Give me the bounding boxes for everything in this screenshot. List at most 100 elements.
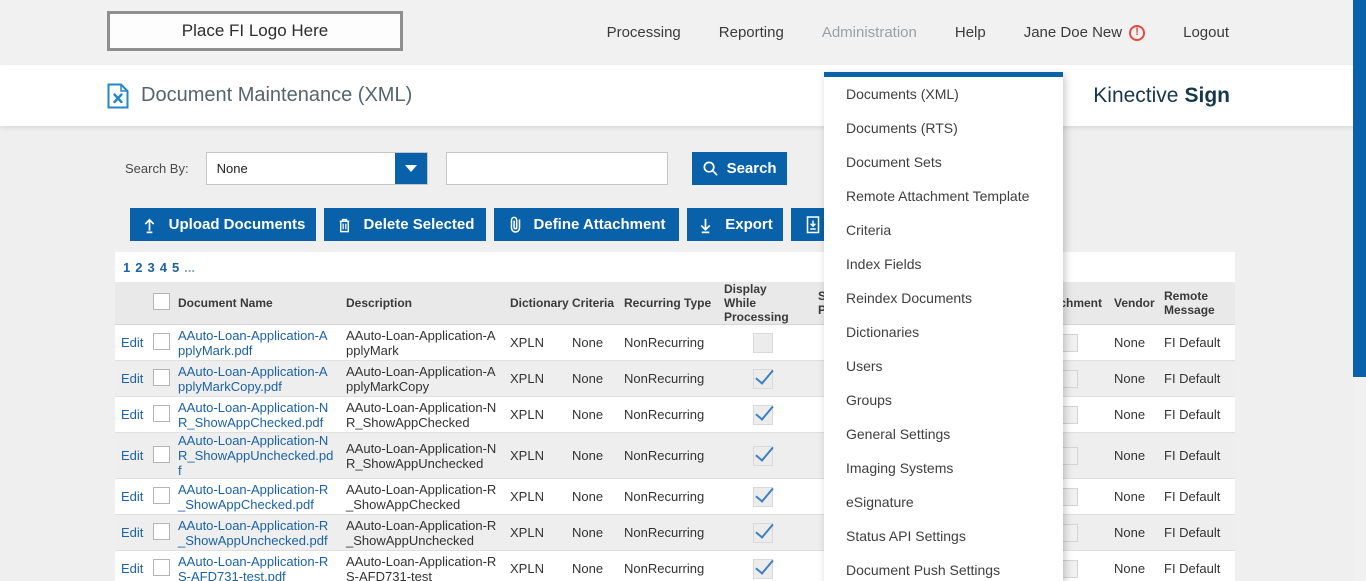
edit-link[interactable]: Edit (121, 561, 144, 577)
alert-icon: ! (1129, 24, 1146, 41)
menu-item-imaging-systems[interactable]: Imaging Systems (846, 460, 954, 476)
header-remote-message: Remote Message (1158, 282, 1235, 325)
table-row: Edit AAuto-Loan-Application-NR_ShowAppUnc… (115, 432, 1235, 479)
search-button[interactable]: Search (691, 152, 787, 185)
fi-logo-text: Place FI Logo Here (181, 21, 329, 40)
document-name-link[interactable]: AAuto-Loan-Application-ApplyMarkCopy.pdf (178, 363, 328, 394)
menu-item-general-settings[interactable]: General Settings (846, 426, 951, 442)
nav-processing[interactable]: Processing (606, 24, 681, 41)
menu-item-esignature[interactable]: eSignature (846, 494, 914, 510)
display-while-processing-checkbox (753, 558, 773, 579)
search-input[interactable] (445, 152, 668, 185)
display-while-processing-checkbox (753, 404, 773, 425)
define-attachment-button[interactable]: Define Attachment (494, 208, 679, 241)
upload-documents-button[interactable]: Upload Documents (130, 208, 316, 241)
edit-link[interactable]: Edit (121, 335, 144, 350)
menu-item-documents-rts[interactable]: Documents (RTS) (846, 120, 958, 136)
description-cell: AAuto-Loan-Application-RS-AFD731-test (346, 553, 497, 581)
page-link-2[interactable]: 2 (135, 259, 143, 275)
row-checkbox[interactable] (153, 445, 170, 463)
document-name-link[interactable]: AAuto-Loan-Application-RS-AFD731-test.pd… (178, 553, 329, 581)
page-link-5[interactable]: 5 (171, 259, 180, 275)
dictionary-cell: XPLN (510, 371, 544, 386)
edit-link[interactable]: Edit (121, 371, 144, 386)
row-checkbox[interactable] (153, 332, 170, 350)
page-link-1[interactable]: 1 (123, 259, 131, 275)
display-while-processing-checkbox (753, 486, 773, 507)
main-nav: Processing Reporting Administration Help… (607, 0, 1229, 65)
header-description: Description (340, 282, 504, 325)
select-all-checkbox[interactable] (153, 293, 170, 310)
document-name-link[interactable]: AAuto-Loan-Application-R_ShowAppUnchecke… (178, 517, 329, 548)
row-checkbox[interactable] (153, 558, 170, 576)
dictionary-cell: XPLN (510, 448, 544, 463)
document-name-link[interactable]: AAuto-Loan-Application-R_ShowAppChecked.… (178, 481, 329, 512)
dictionary-cell: XPLN (510, 407, 544, 422)
documents-table: Document Name Description Dictionary Cri… (115, 282, 1235, 581)
menu-item-criteria[interactable]: Criteria (846, 222, 892, 238)
page-link-4[interactable]: 4 (159, 259, 167, 275)
search-icon (703, 161, 718, 176)
scrollbar-thumb[interactable] (1353, 0, 1366, 377)
pagination-ellipsis[interactable]: ... (184, 259, 196, 275)
menu-item-documents-xml[interactable]: Documents (XML) (846, 86, 959, 102)
header-document-name: Document Name (172, 282, 340, 325)
dictionary-cell: XPLN (510, 335, 544, 350)
nav-logout[interactable]: Logout (1183, 24, 1229, 41)
document-name-link[interactable]: AAuto-Loan-Application-ApplyMark.pdf (178, 327, 328, 358)
trash-icon (339, 218, 349, 232)
vendor-cell: None (1114, 525, 1146, 540)
menu-item-reindex-documents[interactable]: Reindex Documents (846, 290, 973, 306)
menu-item-groups[interactable]: Groups (846, 392, 892, 408)
document-name-link[interactable]: AAuto-Loan-Application-NR_ShowAppChecked… (178, 399, 329, 430)
menu-item-status-api-settings[interactable]: Status API Settings (846, 528, 966, 544)
delete-selected-button[interactable]: Delete Selected (324, 208, 486, 241)
pagination: 1 2 3 4 5... (115, 252, 1235, 282)
scrollbar[interactable] (1353, 0, 1366, 581)
description-cell: AAuto-Loan-Application-R_ShowAppChecked (346, 481, 497, 512)
table-row: Edit AAuto-Loan-Application-ApplyMarkCopy… (115, 360, 1235, 397)
nav-reporting[interactable]: Reporting (718, 24, 784, 41)
fi-logo-placeholder: Place FI Logo Here (107, 11, 403, 51)
edit-link[interactable]: Edit (121, 489, 144, 504)
remote-message-cell: FI Default (1164, 371, 1221, 386)
table-row: Edit AAuto-Loan-Application-R_ShowAppChec… (115, 478, 1235, 515)
document-name-link[interactable]: AAuto-Loan-Application-NR_ShowAppUncheck… (178, 433, 334, 478)
criteria-cell: None (572, 335, 604, 350)
document-table-body: Edit AAuto-Loan-Application-ApplyMark.pdf… (115, 324, 1235, 581)
row-checkbox[interactable] (153, 522, 170, 540)
row-checkbox[interactable] (153, 368, 170, 386)
download-icon (700, 218, 711, 233)
edit-link[interactable]: Edit (121, 525, 144, 540)
nav-administration[interactable]: Administration (821, 24, 917, 41)
nav-user[interactable]: Jane Doe New ! (1023, 24, 1146, 41)
nav-help[interactable]: Help (954, 24, 986, 41)
export-button[interactable]: Export (687, 208, 783, 241)
description-cell: AAuto-Loan-Application-ApplyMark (346, 327, 496, 358)
menu-item-users[interactable]: Users (846, 358, 883, 374)
table-header-row: Document Name Description Dictionary Cri… (115, 282, 1235, 325)
table-row: Edit AAuto-Loan-Application-RS-AFD731-tes… (115, 550, 1235, 581)
menu-item-document-sets[interactable]: Document Sets (846, 154, 942, 170)
edit-link[interactable]: Edit (121, 448, 144, 463)
top-bar: Place FI Logo Here Processing Reporting … (0, 0, 1366, 65)
criteria-cell: None (572, 489, 604, 504)
criteria-cell: None (572, 561, 604, 577)
menu-item-index-fields[interactable]: Index Fields (846, 256, 922, 272)
recurring-type-cell: NonRecurring (624, 561, 705, 577)
recurring-type-cell: NonRecurring (624, 335, 705, 350)
edit-link[interactable]: Edit (121, 407, 144, 422)
dictionary-cell: XPLN (510, 489, 544, 504)
search-by-select[interactable]: None (205, 152, 428, 185)
row-checkbox[interactable] (153, 486, 170, 504)
menu-item-remote-attachment-template[interactable]: Remote Attachment Template (846, 188, 1030, 204)
display-while-processing-checkbox (753, 445, 773, 466)
remote-message-cell: FI Default (1164, 335, 1221, 350)
page-link-3[interactable]: 3 (147, 259, 155, 275)
row-checkbox[interactable] (153, 404, 170, 422)
user-name: Jane Doe New (1023, 24, 1123, 41)
chevron-down-icon (394, 153, 427, 184)
menu-item-dictionaries[interactable]: Dictionaries (846, 324, 920, 340)
header-display-while-processing: Display While Processing (718, 282, 808, 325)
menu-item-document-push-settings[interactable]: Document Push Settings (846, 562, 1001, 578)
